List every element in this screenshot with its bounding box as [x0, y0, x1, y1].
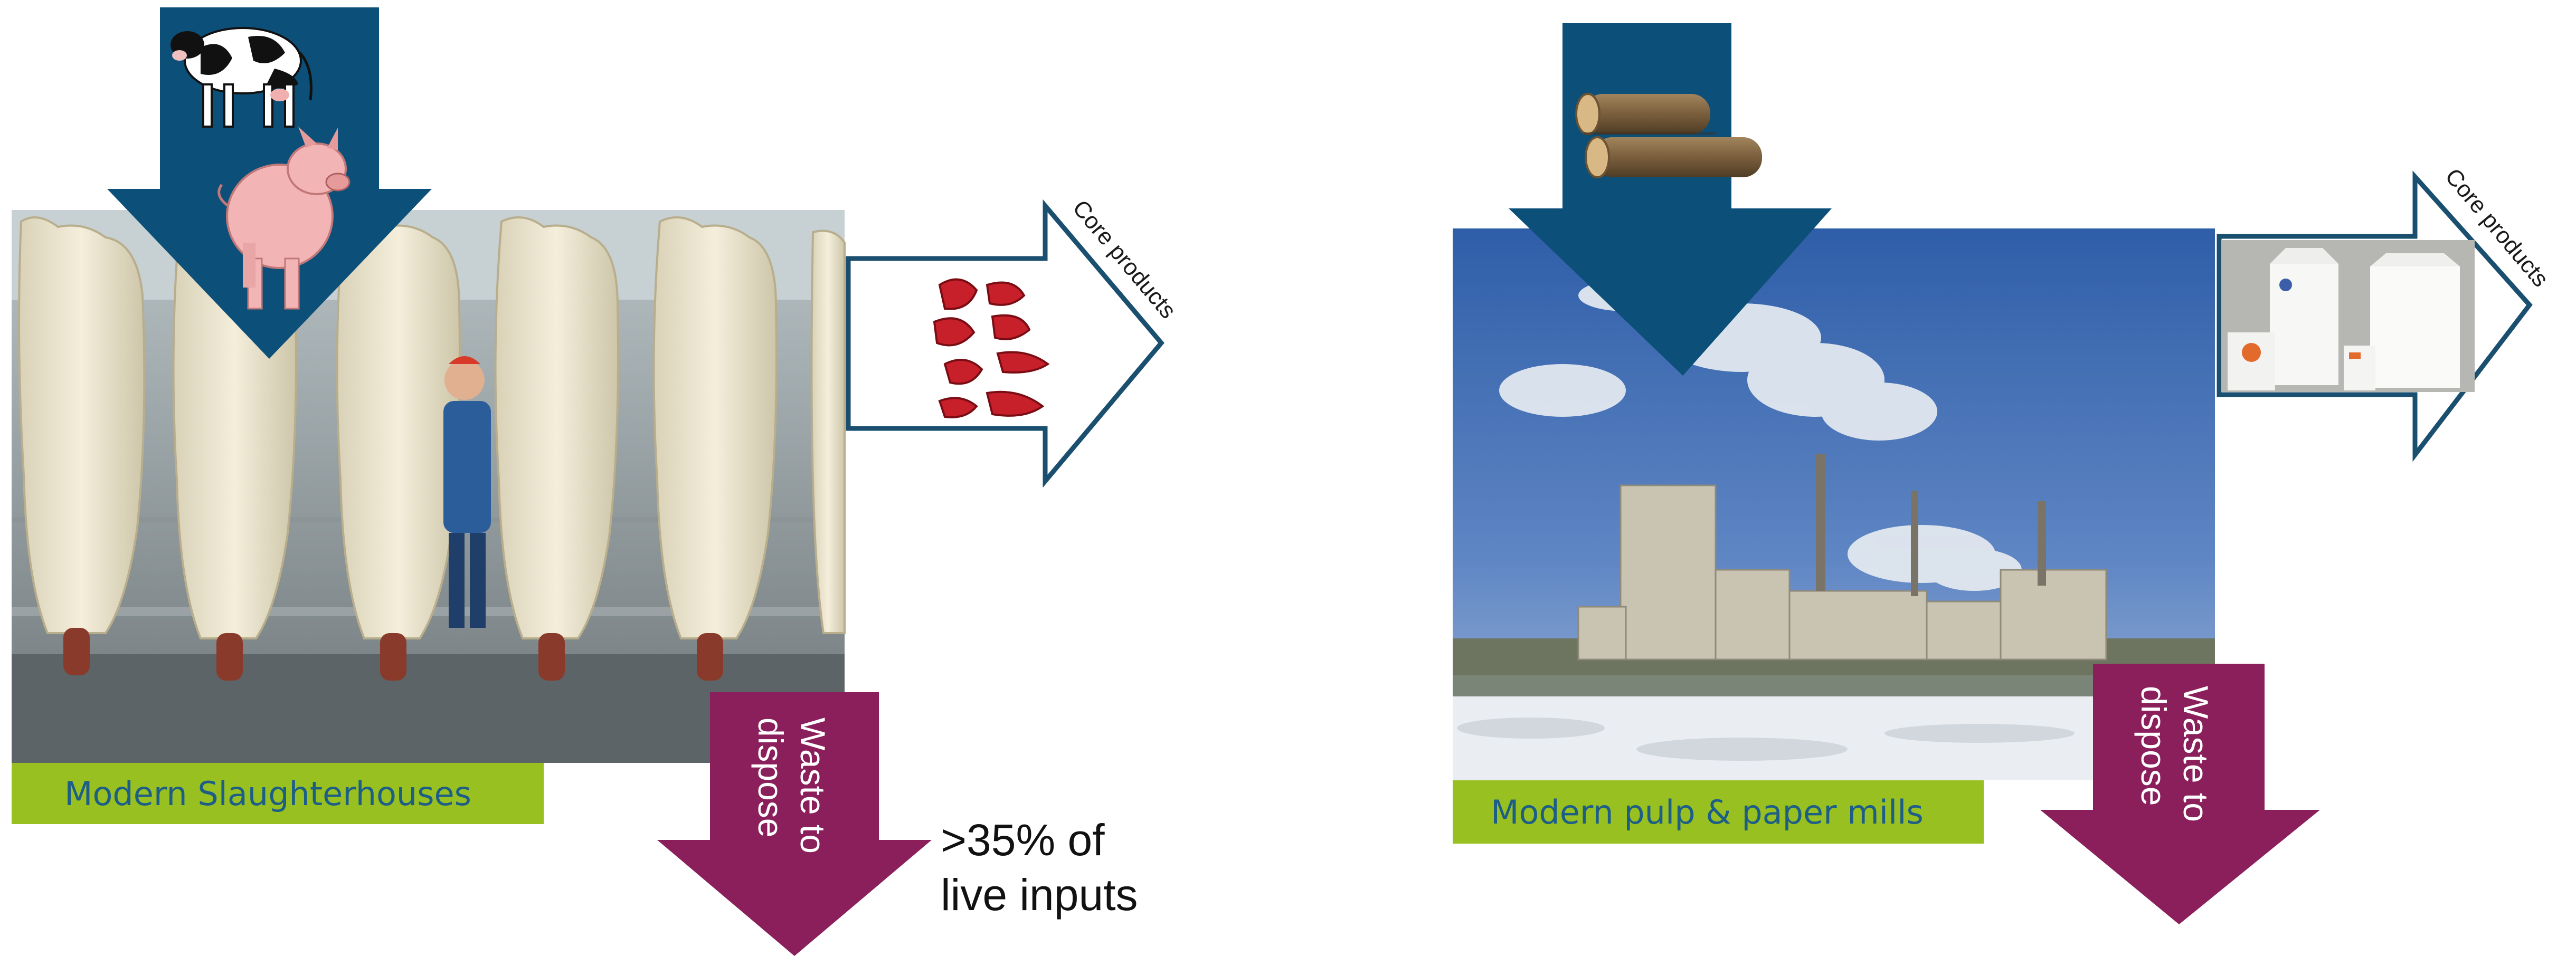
milk-cartons-icon — [2221, 240, 2475, 392]
waste-label-right: Waste to dispose — [2134, 686, 2215, 822]
meat-cuts-icon — [933, 278, 1050, 418]
logs-icon — [1575, 93, 1762, 178]
slaughterhouse-label-bar — [12, 763, 544, 824]
cow-icon — [171, 27, 312, 128]
waste-arrow-right — [2040, 664, 2320, 924]
slaughterhouse-photo — [12, 210, 846, 763]
pig-icon — [217, 127, 351, 310]
pulp-mill-label-bar — [1453, 780, 1984, 844]
pulp-mill-photo — [1453, 228, 2215, 780]
waste-arrow — [657, 692, 932, 956]
pulp-mill-label: Modern pulp & paper mills — [1491, 792, 1924, 831]
slaughterhouse-label: Modern Slaughterhouses — [64, 774, 471, 813]
waste-percentage-note: >35% of live inputs — [941, 815, 1138, 920]
waste-label: Waste to dispose — [751, 718, 832, 854]
core-products-arrow — [846, 199, 1164, 488]
worker-figure — [443, 356, 491, 628]
